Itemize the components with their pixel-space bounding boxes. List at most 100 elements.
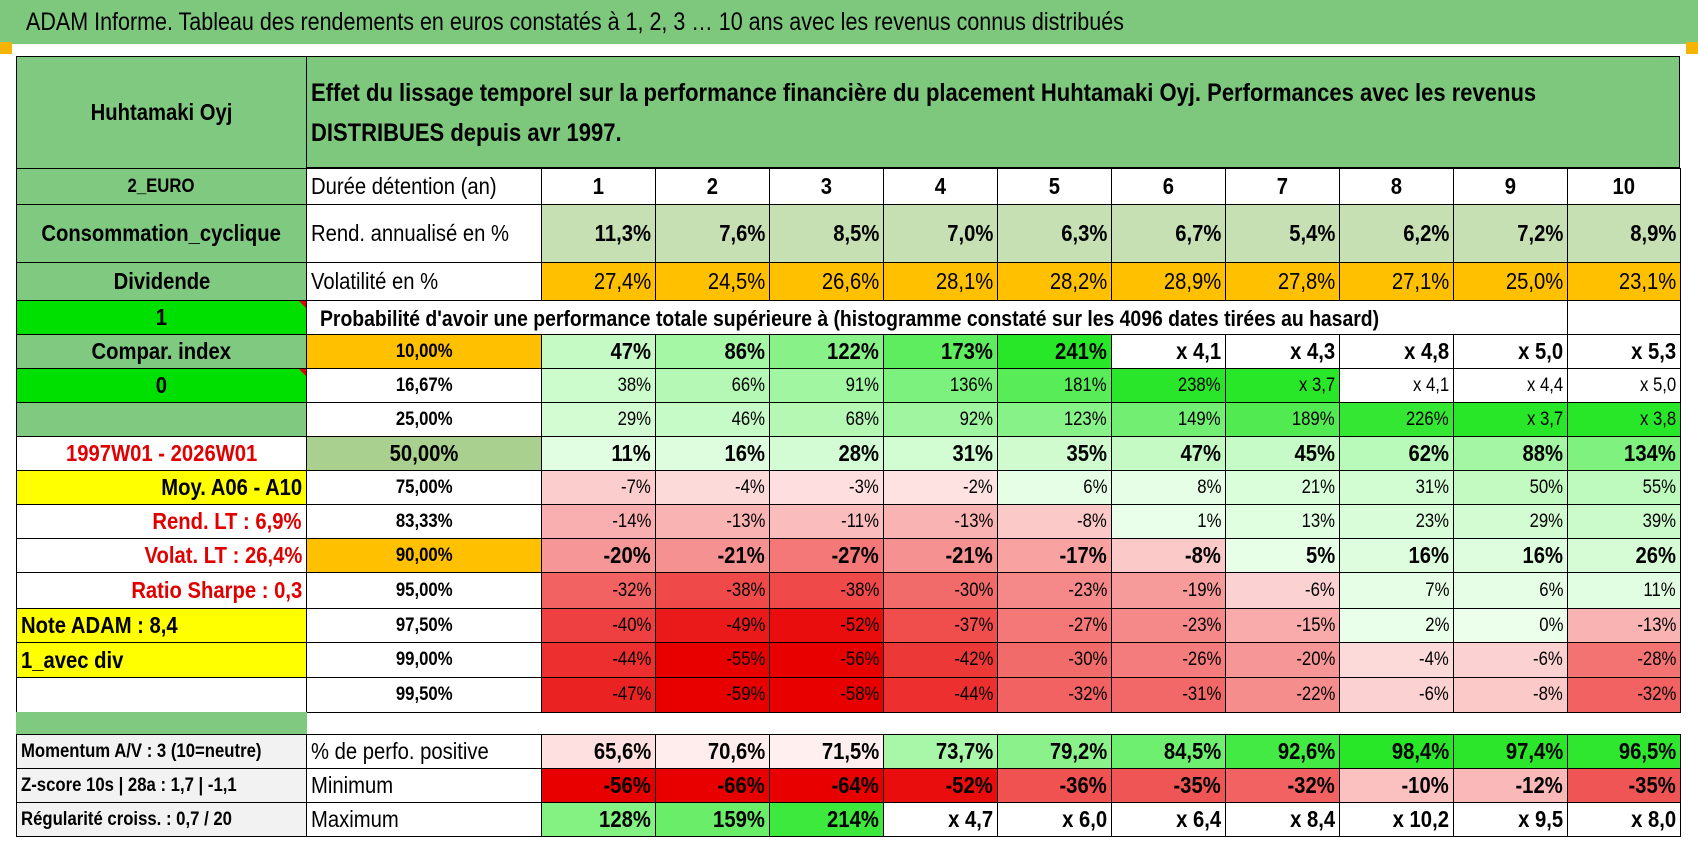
- prob-value-text: -13%: [1636, 614, 1676, 636]
- description-header: Effet du lissage temporel sur la perform…: [306, 56, 1680, 168]
- rend-value: 6,3%: [997, 204, 1112, 263]
- prob-value: -20%: [1225, 642, 1340, 678]
- prob-value: -38%: [655, 572, 770, 609]
- prob-value: -42%: [883, 642, 998, 678]
- prob-value: 47%: [1111, 436, 1226, 471]
- prob-value: 23%: [1339, 504, 1454, 539]
- prob-value-text: -6%: [1533, 649, 1563, 670]
- prob-value: 11%: [541, 436, 656, 471]
- rend-value-text: 5,4%: [1288, 220, 1335, 246]
- prob-value: 8%: [1111, 470, 1226, 505]
- prob-value-text: 181%: [1064, 374, 1107, 396]
- rend-value: 6,7%: [1111, 204, 1226, 263]
- rend-value-text: 7,0%: [946, 220, 993, 246]
- vol-value-text: 27,8%: [1277, 268, 1335, 294]
- prob-value-text: 88%: [1522, 440, 1563, 466]
- stat-value-text: 214%: [827, 806, 879, 832]
- stat-value: 92,6%: [1225, 734, 1340, 769]
- mode-text: 1_avec div: [21, 646, 124, 673]
- prob-value-text: -23%: [1067, 579, 1107, 601]
- prob-value: 28%: [769, 436, 884, 471]
- rend-value: 7,6%: [655, 204, 770, 263]
- vol-value: 27,8%: [1225, 262, 1340, 301]
- compare-label: Compar. index: [16, 334, 307, 369]
- prob-value-text: -38%: [839, 579, 879, 601]
- duration-label: Durée détention (an): [306, 168, 542, 205]
- prob-value-text: 16%: [1408, 542, 1449, 568]
- year-header-text: 7: [1276, 173, 1289, 199]
- prob-value: -2%: [883, 470, 998, 505]
- duration-label-text: Durée détention (an): [311, 173, 497, 199]
- prob-value: -8%: [997, 504, 1112, 539]
- rend-value-text: 6,3%: [1060, 220, 1107, 246]
- stat-label-text: Maximum: [311, 806, 399, 832]
- prob-value: 35%: [997, 436, 1112, 471]
- currency: 2_EURO: [16, 168, 307, 205]
- compare-label-text: Compar. index: [91, 338, 232, 364]
- vol-value: 23,1%: [1567, 262, 1681, 301]
- prob-value-text: 189%: [1292, 408, 1335, 430]
- corner-marker-left: [0, 42, 12, 54]
- prob-value: -13%: [655, 504, 770, 539]
- prob-value-text: -38%: [725, 579, 765, 601]
- prob-level: 90,00%: [306, 538, 542, 573]
- rend-value-text: 8,5%: [832, 220, 879, 246]
- prob-value-text: 29%: [1529, 510, 1563, 532]
- stat-value: -32%: [1225, 768, 1340, 803]
- stat-value: -35%: [1567, 768, 1681, 803]
- prob-level: 95,00%: [306, 572, 542, 609]
- stat-value: 97,4%: [1453, 734, 1568, 769]
- stat-value-text: x 8,4: [1289, 806, 1335, 832]
- prob-value-text: 21%: [1301, 476, 1335, 498]
- prob-value: -31%: [1111, 677, 1226, 713]
- prob-value: 47%: [541, 334, 656, 369]
- vol-value-text: 28,2%: [1049, 268, 1107, 294]
- prob-value: 11%: [1567, 572, 1681, 609]
- stat-value-text: 71,5%: [821, 738, 879, 764]
- vol-value: 27,1%: [1339, 262, 1454, 301]
- prob-value-text: -47%: [611, 684, 651, 705]
- prob-value-text: 35%: [1066, 440, 1107, 466]
- prob-level: 97,50%: [306, 608, 542, 643]
- vol-label: Volatilité en %: [306, 262, 542, 301]
- prob-value: 31%: [883, 436, 998, 471]
- prob-value-text: -13%: [725, 510, 765, 532]
- stat-value-text: -56%: [603, 772, 651, 798]
- prob-value: 92%: [883, 402, 998, 437]
- stat-value: 71,5%: [769, 734, 884, 769]
- prob-value-text: 46%: [731, 408, 765, 430]
- rend-value-text: 11,3%: [594, 220, 651, 246]
- moy-label: Moy. A06 - A10: [16, 470, 307, 505]
- prob-value: 6%: [1453, 572, 1568, 609]
- empty-green: [16, 402, 307, 437]
- prob-value: x 5,0: [1567, 368, 1681, 403]
- year-header-text: 3: [820, 173, 833, 199]
- prob-value-text: -4%: [1419, 649, 1449, 670]
- stat-value-text: -52%: [945, 772, 993, 798]
- prob-value: -37%: [883, 608, 998, 643]
- prob-value-text: 39%: [1642, 510, 1676, 532]
- prob-value-text: x 4,1: [1412, 374, 1449, 396]
- stat-value: 79,2%: [997, 734, 1112, 769]
- prob-value-text: -11%: [841, 510, 879, 532]
- stat-value: 73,7%: [883, 734, 998, 769]
- vol-value-text: 23,1%: [1618, 268, 1676, 294]
- prob-value-text: x 4,8: [1403, 338, 1449, 364]
- prob-value-text: -32%: [1067, 684, 1107, 705]
- prob-value-text: -32%: [611, 579, 651, 601]
- stat-value-text: 79,2%: [1049, 738, 1107, 764]
- prob-value-text: -8%: [1533, 684, 1563, 705]
- prob-value-text: -23%: [1181, 614, 1221, 636]
- prob-value: -6%: [1225, 572, 1340, 609]
- prob-value: -11%: [769, 504, 884, 539]
- stat-value: -10%: [1339, 768, 1454, 803]
- prob-level-text: 97,50%: [395, 614, 453, 636]
- prob-value-text: 92%: [959, 408, 993, 430]
- prob-value: 122%: [769, 334, 884, 369]
- prob-value-text: x 3,7: [1298, 374, 1335, 396]
- stat-value-text: -66%: [717, 772, 765, 798]
- prob-value-text: 16%: [1522, 542, 1563, 568]
- prob-value-text: 47%: [1180, 440, 1221, 466]
- rend-label: Rend. annualisé en %: [306, 204, 542, 263]
